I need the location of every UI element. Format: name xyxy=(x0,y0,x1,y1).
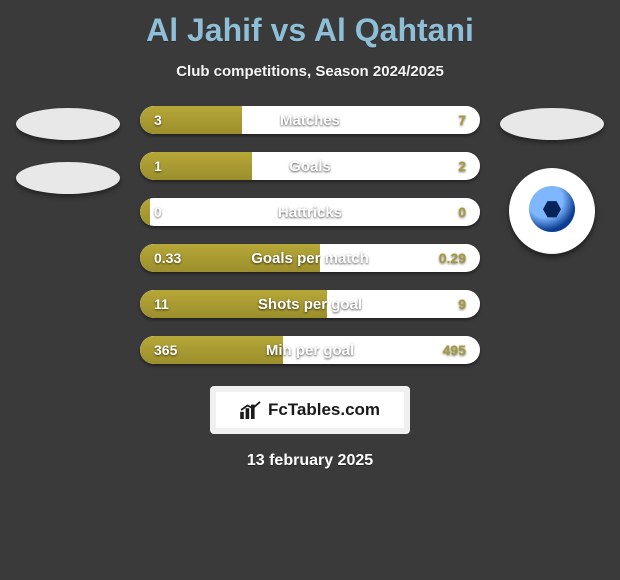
left-player-column xyxy=(8,106,128,194)
stat-label: Min per goal xyxy=(140,336,480,364)
stat-label: Goals per match xyxy=(140,244,480,272)
brand-pill[interactable]: FcTables.com xyxy=(210,386,410,434)
snapshot-date: 13 february 2025 xyxy=(0,452,620,470)
left-placeholder-ellipse-1 xyxy=(16,108,120,140)
title-right: Al Qahtani xyxy=(314,12,474,48)
stats-bars: 37Matches 12Goals 00Hattricks 0.330.29Goals… xyxy=(140,106,480,364)
page-title: Al Jahif vs Al Qahtani xyxy=(0,0,620,49)
stat-label: Hattricks xyxy=(140,198,480,226)
stat-bar: 0.330.29Goals per match xyxy=(140,244,480,272)
comparison-stage: 37Matches 12Goals 00Hattricks 0.330.29Goals… xyxy=(0,106,620,364)
stat-label: Goals xyxy=(140,152,480,180)
title-left: Al Jahif xyxy=(146,12,262,48)
stat-bar: 37Matches xyxy=(140,106,480,134)
stat-bar: 365495Min per goal xyxy=(140,336,480,364)
left-placeholder-ellipse-2 xyxy=(16,162,120,194)
stat-label: Matches xyxy=(140,106,480,134)
brand-chart-icon xyxy=(240,401,262,419)
right-player-column xyxy=(492,106,612,254)
right-club-badge xyxy=(509,168,595,254)
right-placeholder-ellipse xyxy=(500,108,604,140)
subtitle: Club competitions, Season 2024/2025 xyxy=(0,63,620,80)
stat-bar: 119Shots per goal xyxy=(140,290,480,318)
stat-bar: 12Goals xyxy=(140,152,480,180)
stat-bar: 00Hattricks xyxy=(140,198,480,226)
brand-label: FcTables.com xyxy=(268,400,380,420)
stat-label: Shots per goal xyxy=(140,290,480,318)
title-vs: vs xyxy=(271,12,307,48)
